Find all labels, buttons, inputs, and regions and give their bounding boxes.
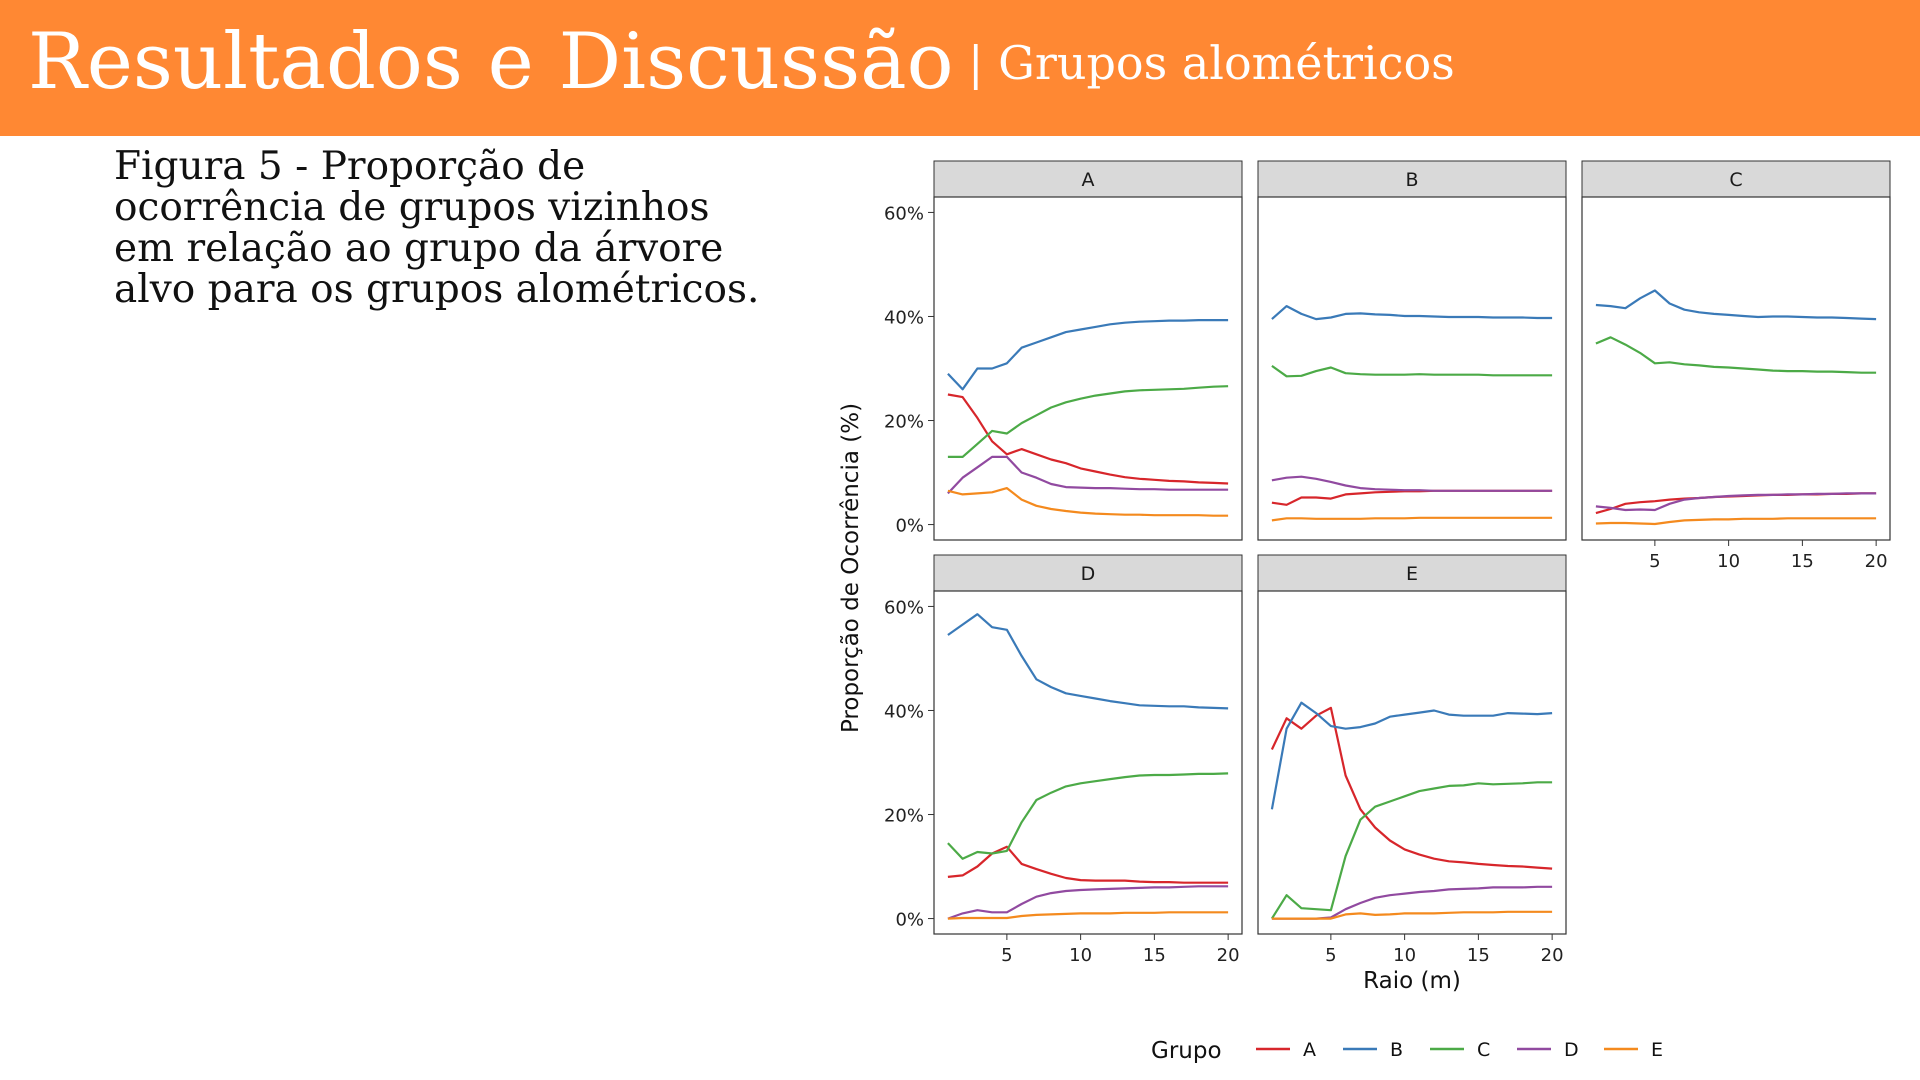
- panel-frame: [933, 590, 1243, 935]
- legend-label-b: B: [1390, 1039, 1403, 1061]
- facet-strip: [1257, 554, 1567, 592]
- series-line-e: [1271, 516, 1553, 522]
- x-tick-label: 20: [1541, 945, 1564, 966]
- x-tick-label: 20: [1865, 551, 1888, 572]
- series-line-c: [947, 772, 1229, 860]
- facet-strip: [933, 554, 1243, 592]
- y-axis-title: Proporção de Ocorrência (%): [838, 403, 864, 733]
- facet-label: A: [1082, 169, 1095, 191]
- x-tick-label: 5: [1649, 551, 1660, 572]
- caption-line: alvo para os grupos alométricos.: [114, 267, 760, 312]
- series-line-b: [1270, 701, 1553, 810]
- series-line-b: [947, 613, 1229, 710]
- page-subtitle: | Grupos alométricos: [968, 36, 1455, 90]
- x-tick-label: 15: [1467, 945, 1490, 966]
- caption-line: ocorrência de grupos vizinhos: [114, 185, 710, 230]
- x-tick-label: 5: [1325, 945, 1336, 966]
- panel-frame: [1257, 196, 1567, 541]
- x-tick-label: 20: [1217, 945, 1240, 966]
- legend-title: Grupo: [1151, 1038, 1222, 1064]
- facet-label: D: [1081, 563, 1096, 585]
- y-tick-label: 20%: [884, 806, 924, 827]
- series-line-a: [947, 393, 1229, 485]
- x-tick-label: 10: [1393, 945, 1416, 966]
- legend-label-d: D: [1564, 1039, 1579, 1061]
- x-tick-label: 10: [1717, 551, 1740, 572]
- legend-label-c: C: [1477, 1039, 1490, 1061]
- facet-label: C: [1729, 169, 1742, 191]
- x-tick-label: 15: [1791, 551, 1814, 572]
- series-line-e: [947, 911, 1229, 920]
- page-title: Resultados e Discussão: [28, 17, 954, 107]
- facet-strip: [1257, 160, 1567, 198]
- caption-line: em relação ao grupo da árvore: [114, 226, 724, 271]
- y-tick-label: 0%: [895, 516, 924, 537]
- series-line-b: [1271, 305, 1553, 321]
- x-tick-label: 5: [1001, 945, 1012, 966]
- figure-caption: Figura 5 - Proporção de ocorrência de gr…: [114, 146, 834, 310]
- series-line-c: [1595, 336, 1877, 374]
- series-line-e: [947, 487, 1229, 517]
- legend-label-a: A: [1303, 1039, 1316, 1061]
- series-line-c: [1271, 365, 1553, 378]
- facet-label: B: [1405, 169, 1418, 191]
- series-line-d: [1595, 492, 1877, 512]
- y-tick-label: 40%: [884, 701, 924, 722]
- facet-strip: [1581, 160, 1891, 198]
- series-line-d: [947, 455, 1229, 495]
- y-tick-label: 0%: [895, 910, 924, 931]
- y-tick-label: 60%: [884, 597, 924, 618]
- series-line-b: [1595, 289, 1877, 321]
- x-tick-label: 15: [1143, 945, 1166, 966]
- y-tick-label: 20%: [884, 412, 924, 433]
- series-line-d: [1271, 475, 1553, 492]
- series-line-d: [947, 885, 1229, 920]
- series-line-c: [1270, 781, 1553, 920]
- header-bar: Resultados e Discussão | Grupos alométri…: [0, 0, 1920, 136]
- series-line-e: [1271, 910, 1553, 920]
- x-tick-label: 10: [1069, 945, 1092, 966]
- series-line-c: [947, 385, 1229, 458]
- series-line-e: [1595, 517, 1877, 526]
- y-tick-label: 60%: [884, 203, 924, 224]
- y-tick-label: 40%: [884, 307, 924, 328]
- facet-label: E: [1406, 563, 1418, 585]
- x-axis-title: Raio (m): [1363, 968, 1461, 994]
- series-line-b: [947, 319, 1229, 391]
- facet-strip: [933, 160, 1243, 198]
- legend-label-e: E: [1651, 1039, 1663, 1061]
- caption-line: Figura 5 - Proporção de: [114, 144, 586, 189]
- panel-frame: [1257, 590, 1567, 935]
